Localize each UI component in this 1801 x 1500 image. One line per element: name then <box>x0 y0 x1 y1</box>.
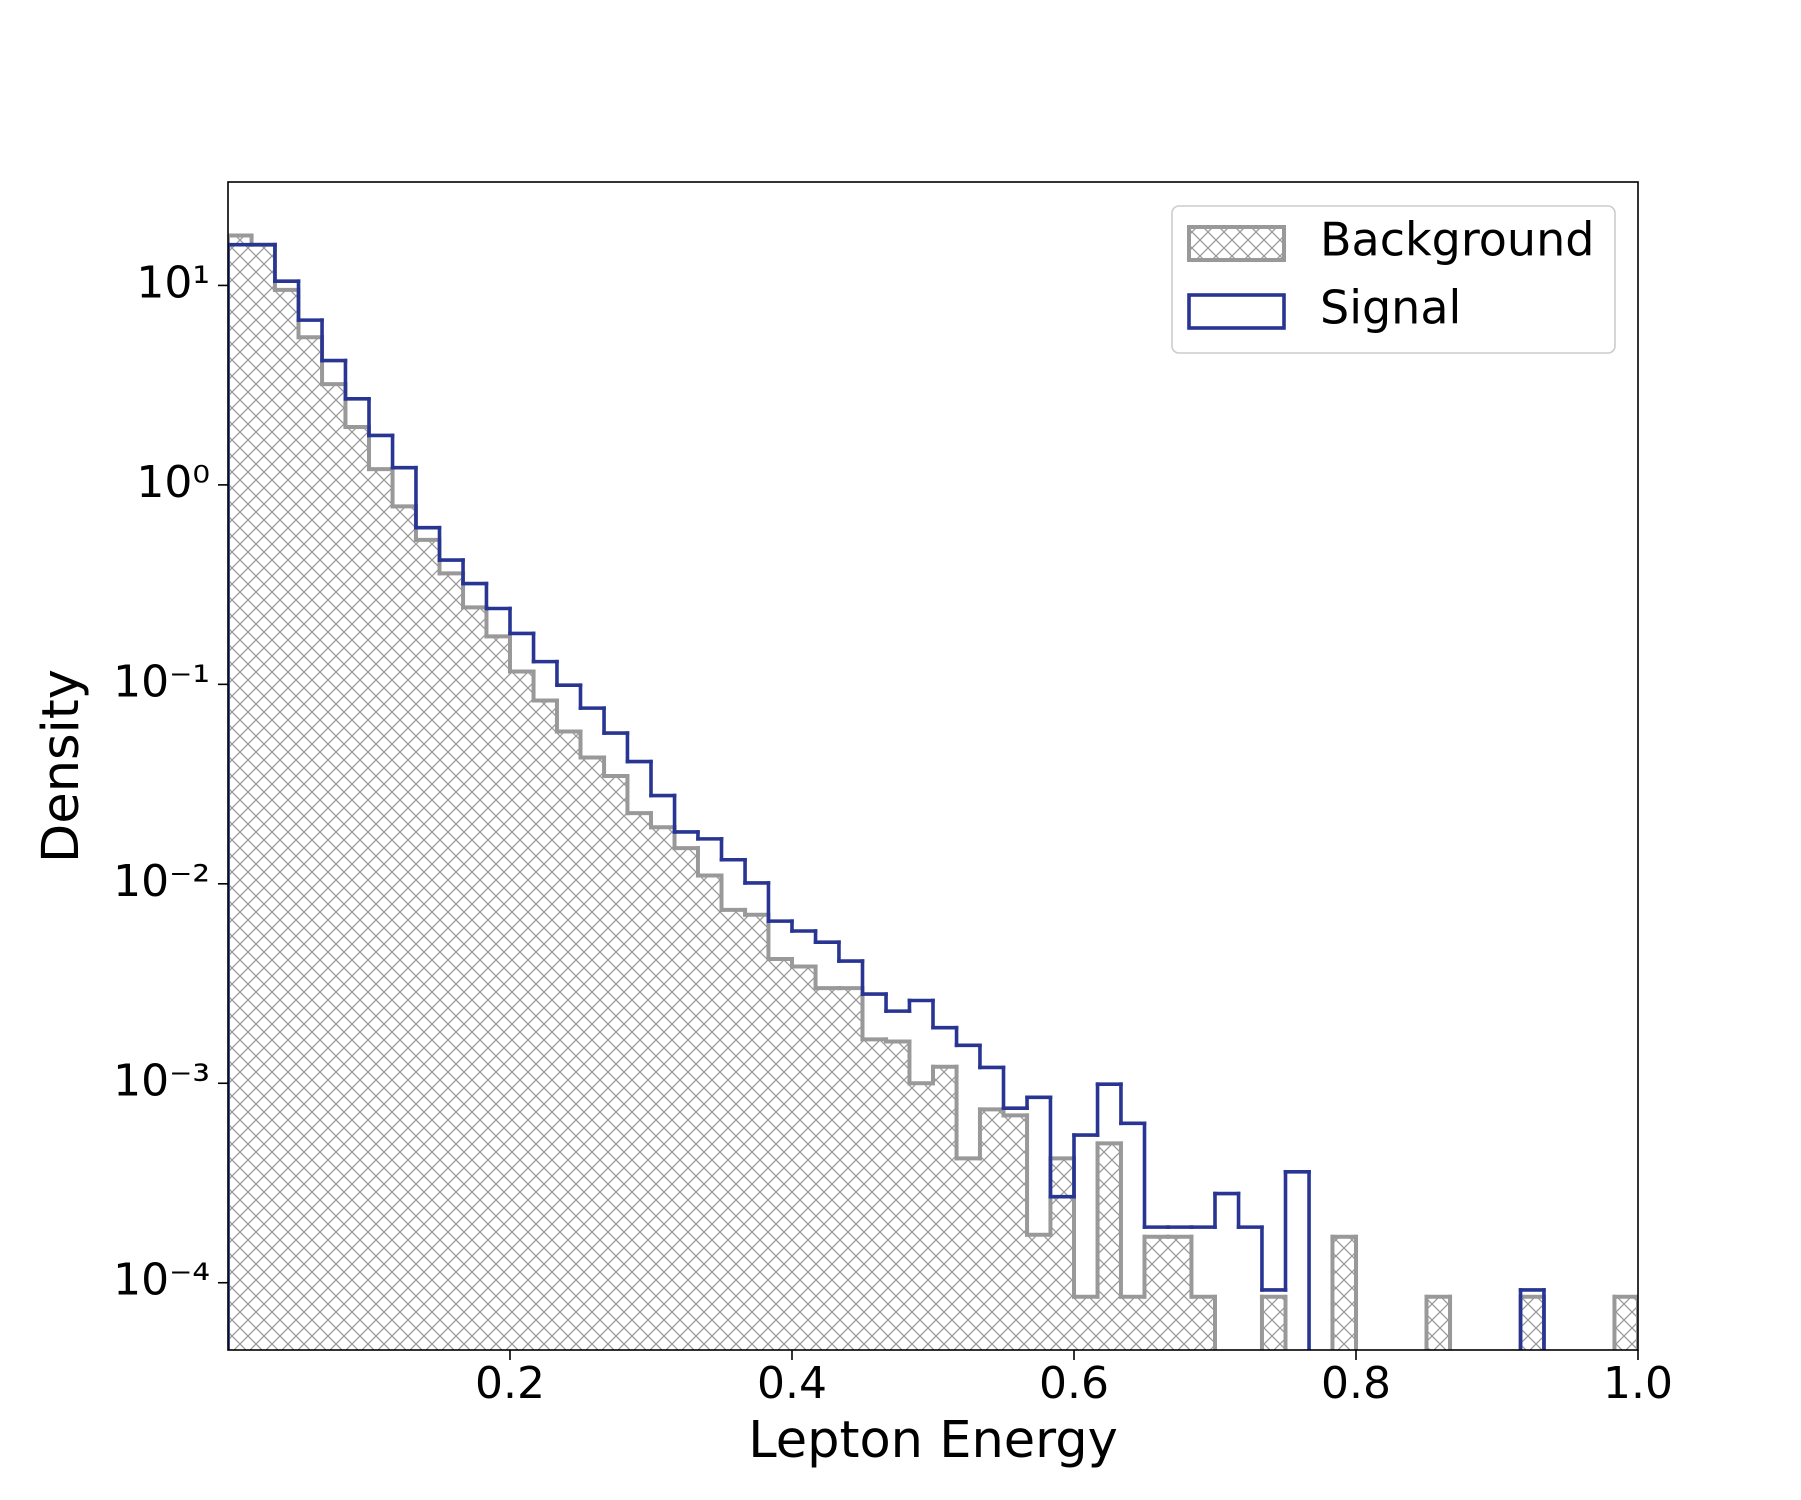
bar <box>580 757 605 1350</box>
bar <box>604 776 628 1350</box>
y-tick-label: 10¹ <box>136 257 210 308</box>
y-tick-label: 10⁻⁴ <box>113 1255 210 1306</box>
y-tick-label: 10⁻³ <box>113 1055 210 1106</box>
bar <box>838 988 863 1350</box>
bar <box>298 337 323 1350</box>
bar <box>956 1158 980 1350</box>
bar <box>651 827 675 1350</box>
legend-label: Signal <box>1320 281 1461 335</box>
bar <box>721 909 746 1350</box>
bar <box>1050 1158 1074 1350</box>
bar <box>510 671 534 1350</box>
bar <box>1168 1236 1192 1350</box>
bar <box>1003 1115 1028 1350</box>
bar <box>486 636 510 1350</box>
bar <box>1120 1296 1145 1350</box>
legend-swatch <box>1187 225 1286 262</box>
plot-area <box>228 233 1638 1350</box>
bar <box>1332 1236 1356 1350</box>
bar <box>674 848 698 1350</box>
x-tick-label: 1.0 <box>1603 1358 1673 1409</box>
bar <box>862 1039 887 1350</box>
bar <box>556 731 581 1350</box>
bar <box>1614 1296 1638 1350</box>
bar <box>533 700 557 1350</box>
bar <box>792 966 816 1350</box>
bar <box>979 1109 1004 1350</box>
bar <box>439 573 464 1350</box>
legend-label: Background <box>1320 213 1594 267</box>
x-tick-label: 0.6 <box>1039 1358 1109 1409</box>
bar <box>745 914 769 1350</box>
y-tick-label: 10⁻¹ <box>113 656 210 707</box>
legend-swatch <box>1187 293 1286 330</box>
bar <box>886 1041 910 1350</box>
y-tick-label: 10⁰ <box>136 457 210 508</box>
bar <box>274 289 299 1350</box>
bar <box>1261 1296 1286 1350</box>
y-axis-label: Density <box>32 669 91 863</box>
bar <box>933 1066 957 1350</box>
bar <box>228 235 252 1350</box>
legend: Background Signal <box>1171 205 1616 354</box>
x-tick-label: 0.8 <box>1321 1358 1391 1409</box>
histogram-series <box>228 242 1546 1350</box>
bar <box>697 875 722 1350</box>
bar <box>251 244 275 1350</box>
x-axis-label: Lepton Energy <box>748 1411 1118 1470</box>
bar <box>909 1083 933 1350</box>
bar <box>322 384 346 1350</box>
bar <box>369 469 393 1350</box>
bar <box>815 988 839 1350</box>
x-tick-label: 0.2 <box>475 1358 545 1409</box>
bar <box>627 813 651 1350</box>
y-tick-label: 10⁻² <box>113 856 210 907</box>
axes-frame <box>227 181 1639 1351</box>
bar <box>1027 1234 1051 1350</box>
histogram-series <box>228 233 1638 1350</box>
bar <box>345 427 369 1350</box>
bar <box>1426 1296 1451 1350</box>
bar <box>415 539 440 1350</box>
bar <box>392 506 416 1350</box>
bar <box>463 607 487 1350</box>
bar <box>1191 1296 1215 1350</box>
bar <box>768 958 792 1350</box>
bar <box>1144 1236 1169 1350</box>
x-tick-label: 0.4 <box>757 1358 827 1409</box>
bar <box>1074 1296 1098 1350</box>
bar <box>1520 1296 1544 1350</box>
bar <box>1097 1143 1121 1350</box>
